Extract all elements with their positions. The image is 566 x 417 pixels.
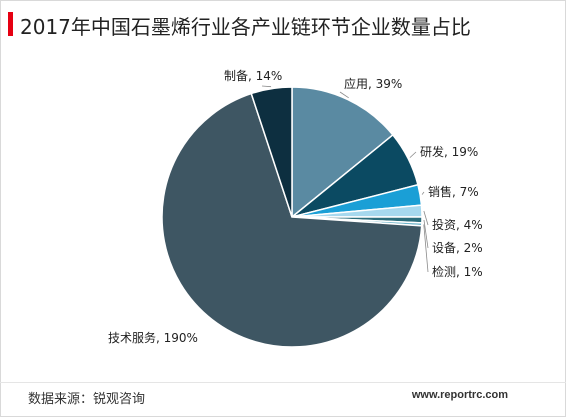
pie-slices	[161, 86, 423, 348]
chart-title: 2017年中国石墨烯行业各产业链环节企业数量占比	[20, 15, 471, 39]
pie-slice-技术服务	[161, 92, 423, 348]
leader-line-设备	[423, 219, 429, 249]
leader-line-检测	[423, 224, 429, 273]
footer-divider	[0, 382, 566, 383]
leader-line-投资	[423, 210, 429, 226]
data-source: 数据来源：锐观咨询	[28, 392, 146, 407]
pie-label-技术服务: 技术服务, 190%	[108, 330, 198, 345]
leader-line-制备	[261, 85, 272, 88]
pie-label-检测: 检测, 1%	[432, 264, 483, 279]
pie-slice-制备	[250, 86, 293, 218]
title-accent-bar	[8, 12, 13, 36]
pie-label-销售: 销售, 7%	[428, 184, 479, 199]
pie-labels: 应用, 39% 研发, 19% 销售, 7% 投资, 4% 设备, 2% 检测, 1% 技术…	[108, 69, 483, 345]
pie-label-研发: 研发, 19%	[420, 144, 478, 159]
pie-label-应用: 应用, 39%	[344, 76, 402, 91]
leader-line-研发	[409, 151, 417, 158]
pie-slice-应用	[291, 86, 394, 219]
pie-label-设备: 设备, 2%	[432, 241, 483, 255]
pie-label-制备: 制备, 14%	[224, 69, 282, 83]
site-url: www.reportrc.com	[411, 389, 508, 401]
leader-line-应用	[339, 91, 349, 99]
leader-line-销售	[421, 191, 425, 195]
pie-leader-lines	[261, 85, 429, 273]
pie-label-投资: 投资, 4%	[432, 217, 483, 232]
